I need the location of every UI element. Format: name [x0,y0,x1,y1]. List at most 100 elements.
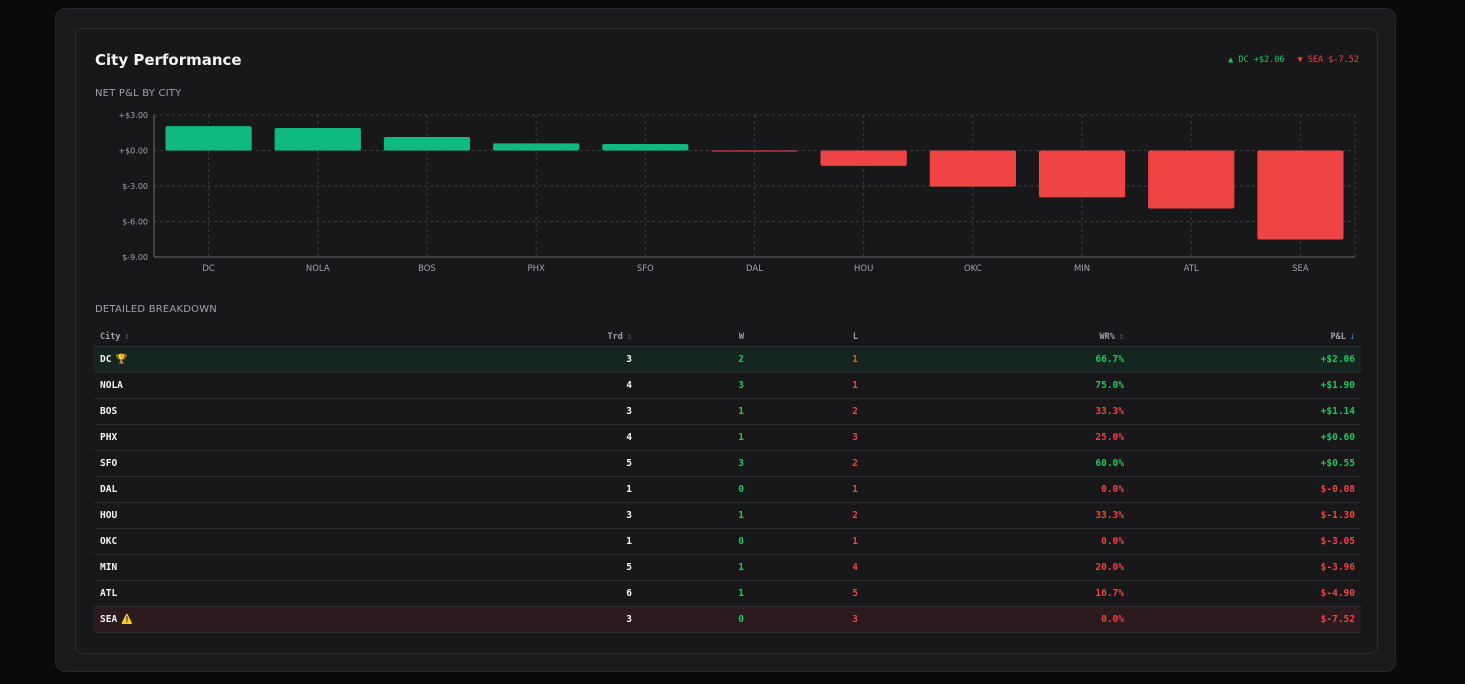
bar-dal [711,150,798,152]
trades-cell: 5 [466,450,638,477]
city-cell: SEA ⚠️ [94,606,466,633]
column-header-trd[interactable]: Trd ⇕ [466,327,638,347]
losses-cell: 4 [750,554,864,581]
trophy-icon: 🏆 [115,354,128,365]
card-title: City Performance [95,51,242,69]
city-cell: NOLA [94,372,466,399]
losses-cell-text: 5 [852,588,858,599]
wins-cell: 0 [638,606,750,633]
column-header-l: L [750,327,864,347]
table-row[interactable]: BOS 3 1 2 33.3% +$1.14 [94,398,1361,425]
trades-cell-text: 3 [626,614,632,625]
trades-cell: 3 [466,502,638,529]
x-tick-label: OKC [964,264,982,274]
wins-cell: 1 [638,580,750,607]
worst-city-summary: ▼ SEA $-7.52 [1297,55,1359,65]
pnl-cell-text: $-3.96 [1320,562,1355,573]
pnl-cell-text: $-0.08 [1320,484,1355,495]
table-row[interactable]: PHX 4 1 3 25.0% +$0.60 [94,424,1361,451]
win-rate-cell: 0.0% [864,528,1130,555]
city-cell-text: DAL [100,484,118,495]
x-tick-label: HOU [854,264,873,274]
trades-cell-text: 5 [626,562,632,573]
city-cell-text: NOLA [100,380,123,391]
pnl-cell-text: +$2.06 [1320,354,1355,365]
table-row[interactable]: ATL 6 1 5 16.7% $-4.90 [94,580,1361,607]
wins-cell-text: 2 [738,354,744,365]
losses-cell-text: 1 [852,380,858,391]
table-row[interactable]: DAL 1 0 1 0.0% $-0.08 [94,476,1361,503]
losses-cell: 1 [750,372,864,399]
wins-cell: 0 [638,476,750,503]
warning-icon: ⚠️ [121,614,134,625]
y-tick-label: +$3.00 [118,111,148,120]
win-rate-cell: 66.7% [864,346,1130,373]
wins-cell: 1 [638,424,750,451]
table-row[interactable]: DC 🏆 3 2 1 66.7% +$2.06 [94,346,1361,373]
column-header-wr[interactable]: WR% ⇕ [864,327,1130,347]
trades-cell: 3 [466,606,638,633]
win-rate-cell: 0.0% [864,606,1130,633]
table-row[interactable]: NOLA 4 3 1 75.0% +$1.90 [94,372,1361,399]
city-cell: SFO [94,450,466,477]
wins-cell-text: 0 [738,614,744,625]
breakdown-table: City ⇕ Trd ⇕ W L WR% ⇕ P&L ↓ [94,327,1361,633]
win-rate-cell: 33.3% [864,502,1130,529]
trades-cell-text: 6 [626,588,632,599]
column-header-city[interactable]: City ⇕ [94,327,466,347]
bar-phx [493,143,580,151]
win-rate-cell: 20.0% [864,554,1130,581]
pnl-cell: $-0.08 [1130,476,1361,503]
city-cell: DC 🏆 [94,346,466,373]
city-cell: HOU [94,502,466,529]
wins-cell-text: 3 [738,380,744,391]
win-rate-cell: 16.7% [864,580,1130,607]
losses-cell: 3 [750,606,864,633]
pnl-cell: +$0.60 [1130,424,1361,451]
pnl-cell: $-3.05 [1130,528,1361,555]
sort-icon: ⇕ [124,331,130,342]
losses-cell: 5 [750,580,864,607]
trades-cell: 1 [466,476,638,503]
column-header-pnl[interactable]: P&L ↓ [1130,327,1361,347]
wins-cell: 0 [638,528,750,555]
table-row[interactable]: HOU 3 1 2 33.3% $-1.30 [94,502,1361,529]
city-cell: ATL [94,580,466,607]
wins-cell-text: 1 [738,510,744,521]
bar-sfo [602,143,689,151]
x-tick-label: SFO [637,264,654,274]
sort-icon: ⇕ [1118,331,1124,342]
trades-cell: 5 [466,554,638,581]
city-cell: BOS [94,398,466,425]
city-cell-text: SEA [100,614,118,625]
win-rate-cell-text: 16.7% [1095,588,1124,599]
win-rate-cell-text: 20.0% [1095,562,1124,573]
pnl-cell-text: $-1.30 [1320,510,1355,521]
bar-min [1038,150,1126,198]
win-rate-cell: 75.0% [864,372,1130,399]
y-tick-label: $-9.00 [122,253,148,262]
win-rate-cell-text: 33.3% [1095,510,1124,521]
win-rate-cell-text: 60.0% [1095,458,1124,469]
bar-hou [820,150,907,166]
trades-cell-text: 3 [626,406,632,417]
x-tick-label: DAL [746,264,763,274]
losses-cell: 1 [750,476,864,503]
pnl-cell: +$1.14 [1130,398,1361,425]
pnl-cell: $-7.52 [1130,606,1361,633]
trades-cell: 4 [466,372,638,399]
table-row[interactable]: SFO 5 3 2 60.0% +$0.55 [94,450,1361,477]
losses-cell-text: 2 [852,510,858,521]
pnl-cell-text: $-7.52 [1320,614,1355,625]
table-row[interactable]: OKC 1 0 1 0.0% $-3.05 [94,528,1361,555]
losses-cell: 2 [750,502,864,529]
pnl-cell: +$0.55 [1130,450,1361,477]
table-row[interactable]: MIN 5 1 4 20.0% $-3.96 [94,554,1361,581]
pnl-cell-text: +$0.55 [1320,458,1355,469]
city-cell-text: BOS [100,406,118,417]
trades-cell-text: 3 [626,354,632,365]
table-row[interactable]: SEA ⚠️ 3 0 3 0.0% $-7.52 [94,606,1361,633]
pnl-cell-text: +$0.60 [1320,432,1355,443]
wins-cell: 1 [638,502,750,529]
dashboard-panel: City Performance ▲ DC +$2.06 ▼ SEA $-7.5… [55,8,1396,672]
